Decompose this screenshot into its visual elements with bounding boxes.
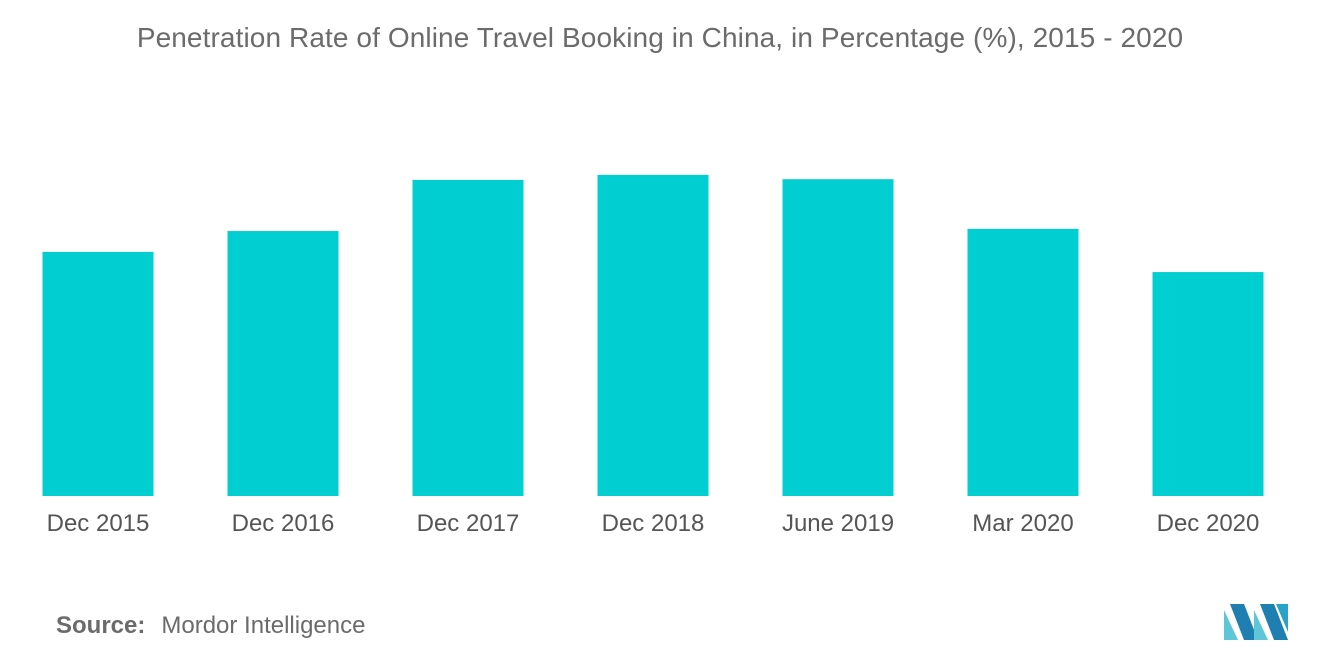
- bar-chart: Dec 2015 Dec 2016 Dec 2017 Dec 2018 June 201…: [42, 174, 1264, 537]
- bar-dec-2018: [597, 174, 709, 496]
- source-label: Source:: [56, 612, 146, 639]
- x-tick-label: Dec 2020: [1157, 510, 1260, 537]
- bar-dec-2020: [1152, 272, 1264, 496]
- x-tick-label: Dec 2015: [47, 510, 150, 537]
- x-tick-label: Dec 2018: [602, 510, 705, 537]
- bar-dec-2016: [227, 231, 339, 497]
- bar-june-2019: [782, 179, 894, 496]
- x-tick-label: Mar 2020: [972, 510, 1073, 537]
- x-tick-labels: Dec 2015 Dec 2016 Dec 2017 Dec 2018 June 201…: [47, 510, 1260, 537]
- x-tick-label: June 2019: [782, 510, 894, 537]
- bar-mar-2020: [967, 228, 1079, 496]
- bar-dec-2017: [412, 179, 524, 497]
- x-tick-label: Dec 2017: [417, 510, 520, 537]
- chart-title: Penetration Rate of Online Travel Bookin…: [136, 22, 1184, 53]
- source-text: Mordor Intelligence: [161, 612, 366, 639]
- x-tick-label: Dec 2016: [232, 510, 335, 537]
- source-line: Source: Mordor Intelligence: [56, 612, 365, 640]
- bars-group: [42, 174, 1264, 497]
- bar-dec-2015: [42, 251, 154, 496]
- mordor-intelligence-logo-icon: [1224, 604, 1288, 640]
